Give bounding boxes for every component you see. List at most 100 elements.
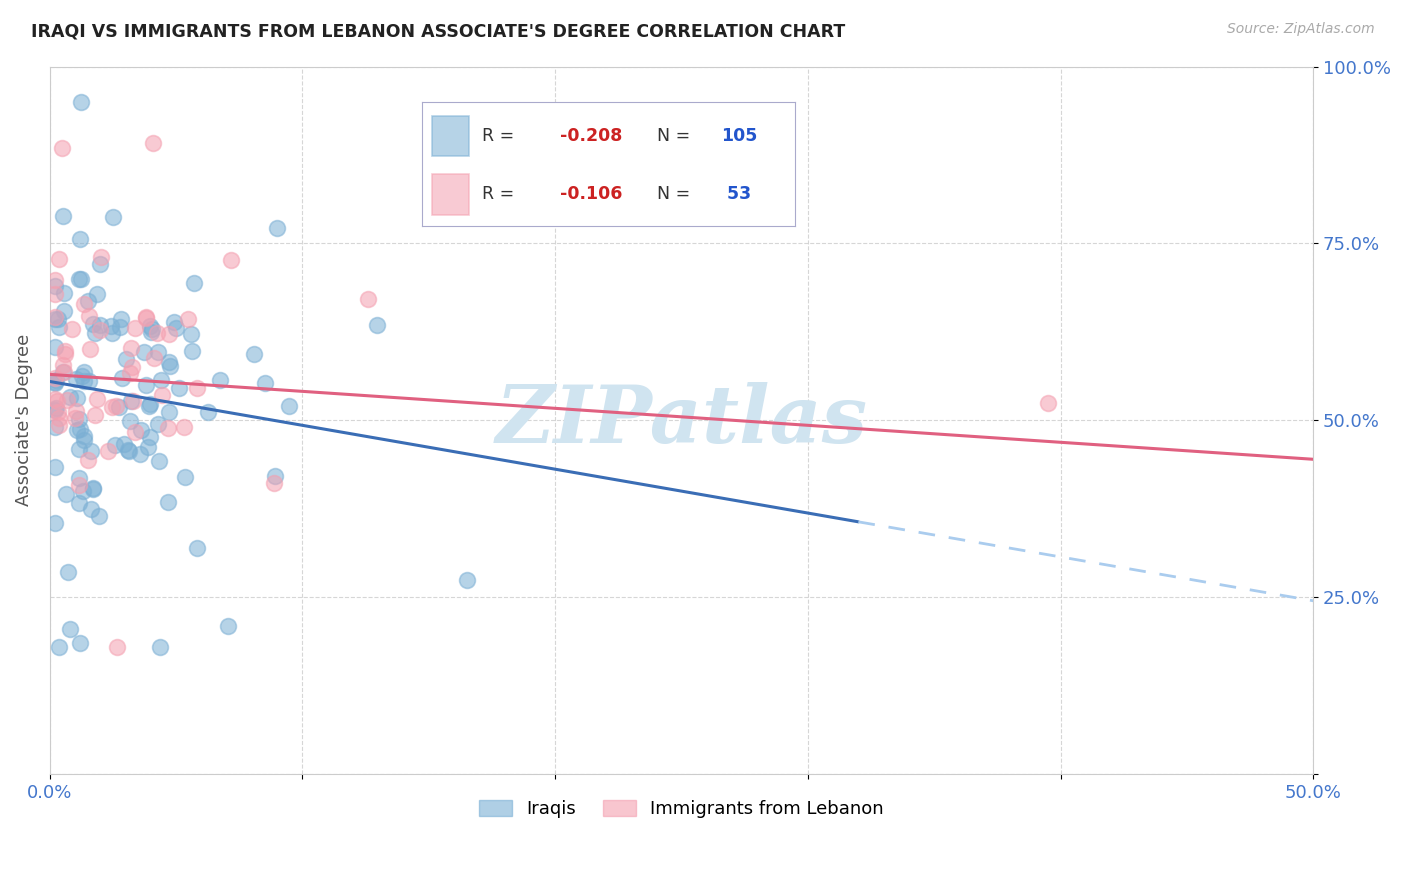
Point	[110, 312, 132, 326]
Point	[156, 420, 179, 434]
Point	[84, 326, 107, 340]
Point	[167, 381, 190, 395]
Point	[157, 355, 180, 369]
Point	[56, 392, 79, 407]
Point	[84, 409, 107, 423]
Point	[44, 279, 66, 293]
Point	[77, 293, 100, 308]
Legend: Iraqis, Immigrants from Lebanon: Iraqis, Immigrants from Lebanon	[472, 792, 891, 825]
Point	[138, 397, 160, 411]
Point	[44, 286, 66, 301]
Point	[67, 496, 90, 510]
Point	[86, 392, 108, 407]
Point	[53, 343, 76, 358]
Point	[141, 322, 163, 336]
Point	[44, 403, 66, 417]
Point	[69, 272, 91, 286]
Point	[73, 433, 96, 447]
Point	[89, 257, 111, 271]
Point	[70, 95, 93, 109]
Point	[63, 411, 86, 425]
Point	[139, 430, 162, 444]
Point	[103, 210, 125, 224]
Point	[51, 141, 73, 155]
Point	[186, 541, 208, 556]
Point	[120, 394, 142, 409]
Point	[89, 318, 111, 332]
Point	[44, 273, 66, 287]
Point	[48, 410, 70, 425]
Point	[67, 442, 90, 457]
Point	[266, 220, 288, 235]
Point	[141, 325, 163, 339]
Point	[67, 412, 90, 426]
Point	[118, 444, 141, 458]
Point	[134, 344, 156, 359]
Point	[108, 401, 131, 415]
Point	[77, 309, 100, 323]
Point	[150, 372, 173, 386]
Point	[46, 405, 69, 419]
Point	[66, 391, 89, 405]
Point	[45, 401, 67, 416]
Point	[143, 351, 166, 366]
Point	[45, 373, 67, 387]
Point	[82, 482, 104, 496]
Point	[129, 447, 152, 461]
Point	[104, 438, 127, 452]
Point	[157, 405, 180, 419]
Point	[121, 394, 143, 409]
Point	[67, 478, 90, 492]
Point	[264, 469, 287, 483]
Point	[77, 374, 100, 388]
Point	[1036, 395, 1059, 409]
Point	[104, 400, 127, 414]
Point	[183, 276, 205, 290]
Point	[52, 304, 75, 318]
Point	[263, 475, 285, 490]
Point	[163, 315, 186, 329]
Point	[159, 359, 181, 373]
Point	[67, 272, 90, 286]
Point	[118, 414, 141, 428]
Point	[44, 460, 66, 475]
Point	[456, 573, 478, 587]
Point	[124, 425, 146, 439]
Point	[45, 394, 67, 409]
Point	[82, 318, 104, 332]
Point	[254, 376, 277, 391]
Point	[197, 405, 219, 419]
Point	[52, 286, 75, 301]
Point	[186, 381, 208, 395]
Point	[101, 326, 124, 340]
Point	[135, 378, 157, 392]
Point	[135, 311, 157, 326]
Point	[77, 452, 100, 467]
Point	[44, 376, 66, 390]
Point	[139, 318, 162, 333]
Text: IRAQI VS IMMIGRANTS FROM LEBANON ASSOCIATE'S DEGREE CORRELATION CHART: IRAQI VS IMMIGRANTS FROM LEBANON ASSOCIA…	[31, 22, 845, 40]
Point	[124, 321, 146, 335]
Point	[129, 423, 152, 437]
Point	[48, 320, 70, 334]
Point	[90, 250, 112, 264]
Point	[278, 399, 301, 413]
Point	[52, 365, 75, 379]
Point	[69, 422, 91, 436]
Point	[181, 344, 204, 359]
Point	[117, 442, 139, 457]
Point	[52, 210, 75, 224]
Text: Source: ZipAtlas.com: Source: ZipAtlas.com	[1227, 22, 1375, 37]
Point	[173, 419, 195, 434]
Point	[177, 312, 200, 326]
Point	[366, 318, 388, 332]
Point	[73, 365, 96, 379]
Point	[70, 368, 93, 383]
Point	[121, 359, 143, 374]
Point	[80, 443, 103, 458]
Point	[174, 470, 197, 484]
Point	[221, 252, 243, 267]
Point	[80, 502, 103, 516]
Point	[55, 487, 77, 501]
Point	[69, 232, 91, 246]
